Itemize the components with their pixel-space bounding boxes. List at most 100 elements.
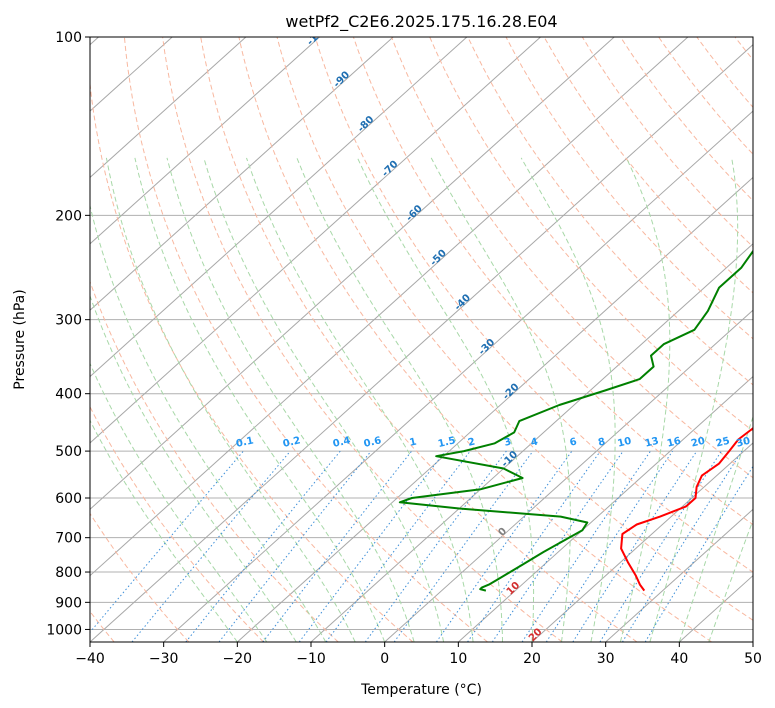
isotherm-label: -100 (305, 22, 331, 48)
dry-adiabat-line (90, 512, 190, 642)
mixing-ratio-line (218, 450, 372, 642)
mixing-ratio-label: 8 (597, 436, 606, 448)
isotherm-line (457, 375, 753, 642)
mixing-ratio-label: 1.5 (437, 435, 457, 450)
dry-adiabat-line (391, 37, 753, 479)
x-axis-label: Temperature (°C) (360, 682, 482, 698)
moist-adiabat-line (134, 157, 386, 642)
x-tick-label: −20 (223, 651, 253, 667)
moist-adiabat-line (678, 415, 753, 642)
mixing-ratio-label: 2 (467, 437, 476, 449)
background-lines (90, 37, 753, 642)
isotherm-line (90, 37, 247, 179)
dry-adiabat-line (238, 37, 712, 642)
moist-adiabat-line (90, 203, 327, 642)
moist-adiabat-line (357, 157, 535, 642)
isotherm-line (90, 37, 615, 510)
mixing-ratio-line (491, 450, 624, 642)
dry-adiabat-line (505, 37, 753, 340)
moist-adiabat-line (203, 157, 445, 642)
dry-adiabat-line (90, 79, 414, 642)
y-tick-label: 300 (55, 313, 82, 329)
moist-adiabat-line (649, 157, 739, 642)
y-tick-label: 100 (55, 30, 82, 46)
mixing-ratio-label: 16 (666, 436, 682, 450)
axis-ticks: −40 −30 −20 −10 0 10 20 30 40 5010020030040050060… (46, 30, 762, 667)
y-tick-label: 700 (55, 531, 82, 547)
data-lines (398, 249, 753, 592)
mixing-ratio-line (185, 450, 341, 642)
moist-adiabat-line (430, 157, 571, 642)
isotherm-line (384, 309, 753, 642)
x-tick-label: 0 (380, 651, 389, 667)
y-axis-label: Pressure (hPa) (12, 289, 28, 389)
moist-adiabat-line (619, 157, 671, 642)
plot-frame (89, 36, 754, 643)
isotherm-line (310, 243, 753, 642)
mixing-ratio-label: 25 (715, 436, 731, 450)
x-tick-label: 10 (449, 651, 467, 667)
mixing-ratio-line (599, 450, 722, 642)
y-tick-label: 800 (55, 565, 82, 581)
mixing-ratio-label: 4 (530, 437, 539, 449)
y-tick-label: 600 (55, 491, 82, 507)
mixing-ratio-label: 13 (644, 436, 660, 450)
isotherm-line (90, 37, 394, 311)
mixing-ratio-label: 3 (503, 437, 512, 449)
dry-adiabat-line (90, 280, 339, 642)
y-tick-label: 200 (55, 208, 82, 224)
mixing-ratio-line (435, 450, 573, 642)
dry-adiabat-line (467, 37, 753, 386)
mixing-ratio-line (621, 450, 743, 642)
dry-adiabat-line (314, 37, 753, 573)
mixing-ratio-line (298, 450, 446, 642)
x-tick-label: 40 (670, 651, 688, 667)
x-tick-label: 50 (744, 651, 762, 667)
y-tick-label: 500 (55, 444, 82, 460)
mixing-ratio-label: 0.1 (235, 435, 255, 450)
x-tick-label: 20 (523, 651, 541, 667)
x-tick-label: −10 (296, 651, 326, 667)
isotherm-line (163, 110, 753, 642)
isotherm-line (90, 44, 753, 642)
mixing-ratio-line (644, 465, 753, 642)
isotherm-line (531, 442, 753, 642)
mixing-ratio-label: 0.6 (363, 435, 383, 450)
mixing-ratio-label: 1 (409, 437, 418, 449)
mixing-ratio-label: 0.4 (332, 435, 352, 450)
isotherm-line (605, 508, 753, 642)
moist-adiabat-line (708, 518, 753, 642)
dewpoint-profile-line (398, 249, 753, 592)
dry-adiabat-line (581, 37, 753, 248)
y-tick-label: 400 (55, 387, 82, 403)
mixing-ratio-line (131, 450, 291, 642)
y-tick-label: 900 (55, 595, 82, 611)
dry-adiabat-line (352, 37, 753, 526)
moist-adiabat-line (90, 419, 238, 642)
chart-title: wetPf2_C2E6.2025.175.16.28.E04 (285, 12, 557, 32)
mixing-ratio-label: 30 (735, 436, 751, 450)
dry-adiabat-line (620, 37, 753, 202)
moist-adiabat-line (246, 157, 474, 642)
mixing-ratio-label: 0.2 (282, 435, 302, 450)
mixing-ratio-line (572, 450, 698, 642)
moist-adiabat-line (166, 157, 415, 642)
dry-adiabat-line (429, 37, 753, 432)
x-tick-label: −40 (75, 651, 105, 667)
temperature-profile-line (620, 427, 753, 592)
mixing-ratio-line (90, 450, 244, 633)
mixing-ratio-label: 20 (690, 436, 706, 450)
mixing-ratio-line (262, 450, 413, 642)
dry-adiabat-line (162, 37, 563, 642)
dry-adiabat-line (276, 37, 753, 621)
moist-adiabat-line (105, 157, 356, 642)
x-tick-label: 30 (597, 651, 615, 667)
isotherm-line (90, 37, 320, 245)
x-tick-label: −30 (149, 651, 179, 667)
moist-adiabat-line (90, 294, 297, 642)
mixing-ratio-label: 6 (569, 437, 578, 449)
isotherm-line (90, 37, 689, 577)
dry-adiabat-line (200, 37, 638, 642)
